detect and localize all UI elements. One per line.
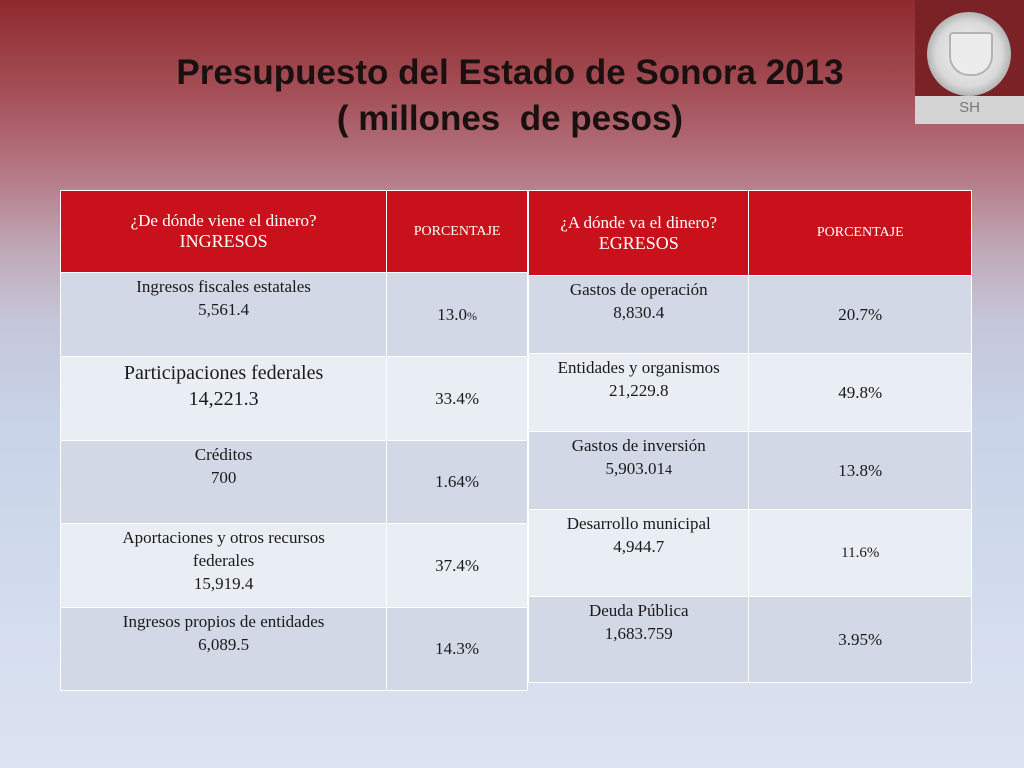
logo-label: SH [959, 99, 980, 116]
item-percentage: 20.7% [748, 275, 972, 354]
sh-logo: SH [915, 0, 1024, 124]
item-amount-wrap: 5,903.014 [529, 457, 748, 482]
item-amount: 21,229.8 [608, 381, 669, 400]
egresos-pct-header: PORCENTAJE [748, 190, 972, 276]
egresos-question: ¿A dónde va el dinero? [560, 212, 718, 232]
table-row: Entidades y organismos 21,229.8 49.8% [527, 353, 972, 432]
table-row: Aportaciones y otros recursos federales … [59, 523, 528, 608]
item-amount: 4,944.7 [613, 537, 665, 556]
ingresos-item: Participaciones federales 14,221.3 [59, 356, 388, 441]
item-percentage: 33.4% [386, 356, 528, 441]
item-percentage: 13.0% [386, 272, 528, 357]
item-name: Entidades y organismos [557, 358, 720, 377]
item-name: Ingresos fiscales estatales [136, 277, 311, 296]
egresos-table: ¿A dónde va el dinero? EGRESOS PORCENTAJ… [527, 190, 972, 683]
ingresos-item: Ingresos propios de entidades 6,089.5 [59, 607, 388, 691]
item-amount: 8,830.4 [613, 303, 665, 322]
table-row: Créditos 700 1.64% [59, 440, 528, 524]
item-amount: 14,221.3 [188, 388, 259, 410]
table-row: Deuda Pública 1,683.759 3.95% [527, 596, 972, 683]
item-name: Créditos [194, 445, 253, 464]
item-percentage: 14.3% [386, 607, 528, 691]
ingresos-item: Ingresos fiscales estatales 5,561.4 [59, 272, 388, 357]
item-amount: 1,683.759 [604, 624, 673, 643]
item-percentage: 1.64% [386, 440, 528, 524]
item-name: Gastos de operación [569, 280, 708, 299]
ingresos-table: ¿De dónde viene el dinero? INGRESOS PORC… [59, 190, 528, 691]
ingresos-header: ¿De dónde viene el dinero? INGRESOS [59, 190, 388, 273]
table-row: Desarrollo municipal 4,944.7 11.6% [527, 509, 972, 597]
item-name: Ingresos propios de entidades [122, 612, 325, 631]
ingresos-item: Créditos 700 [59, 440, 388, 524]
egresos-item: Gastos de inversión 5,903.014 [527, 431, 750, 510]
item-amount-suffix: 4 [664, 463, 672, 478]
table-row: Gastos de inversión 5,903.014 13.8% [527, 431, 972, 510]
item-amount: 5,903.01 [605, 459, 665, 478]
ingresos-question: ¿De dónde viene el dinero? [130, 211, 317, 230]
egresos-item: Deuda Pública 1,683.759 [527, 596, 750, 683]
pct-value: 13.0 [437, 304, 467, 324]
egresos-item: Gastos de operación 8,830.4 [527, 275, 750, 354]
table-row: Ingresos fiscales estatales 5,561.4 13.0… [59, 272, 528, 357]
ingresos-item: Aportaciones y otros recursos federales … [59, 523, 388, 608]
item-name: Desarrollo municipal [566, 514, 711, 533]
title-line-2: ( millones de pesos) [336, 99, 684, 138]
egresos-header: ¿A dónde va el dinero? EGRESOS [527, 190, 750, 276]
table-row: Ingresos propios de entidades 6,089.5 14… [59, 607, 528, 691]
item-percentage: 3.95% [748, 596, 972, 683]
pct-unit: % [466, 308, 477, 323]
table-row: Gastos de operación 8,830.4 20.7% [527, 275, 972, 354]
logo-bar [915, 96, 1024, 124]
item-name: Gastos de inversión [571, 436, 706, 455]
title-line-1: Presupuesto del Estado de Sonora 2013 [176, 53, 844, 92]
item-name: Aportaciones y otros recursos [122, 528, 325, 547]
item-amount: 15,919.4 [193, 574, 254, 593]
item-name-cont: federales [192, 551, 255, 570]
item-amount: 700 [210, 468, 237, 487]
state-seal-icon [927, 12, 1011, 96]
egresos-item: Desarrollo municipal 4,944.7 [527, 509, 750, 597]
egresos-item: Entidades y organismos 21,229.8 [527, 353, 750, 432]
ingresos-label: INGRESOS [179, 231, 268, 251]
item-percentage: 13.8% [748, 431, 972, 510]
seal-shield-icon [949, 32, 993, 76]
ingresos-pct-header: PORCENTAJE [386, 190, 528, 273]
table-row: Participaciones federales 14,221.3 33.4% [59, 356, 528, 441]
item-percentage: 49.8% [748, 353, 972, 432]
item-name: Deuda Pública [588, 601, 689, 620]
item-percentage: 37.4% [386, 523, 528, 608]
item-amount: 5,561.4 [198, 300, 250, 319]
item-name: Participaciones federales [123, 362, 324, 384]
page-title: Presupuesto del Estado de Sonora 2013 ( … [60, 50, 960, 142]
item-amount: 6,089.5 [198, 635, 250, 654]
egresos-label: EGRESOS [598, 232, 679, 253]
item-percentage: 11.6% [748, 509, 972, 597]
